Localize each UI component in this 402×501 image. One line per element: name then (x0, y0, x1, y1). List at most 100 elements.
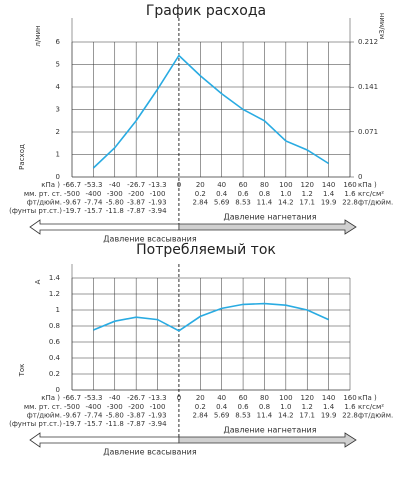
row-value: -1.93 (148, 412, 166, 420)
row-unit-right: фт/дюйм. (358, 199, 393, 207)
row-value: -300 (107, 403, 123, 411)
row-value: -7.87 (127, 420, 145, 428)
row-unit-right: кгс/см² (358, 403, 384, 411)
y-tick-label: 0.2 (49, 370, 60, 378)
x-tick-label: 100 (279, 394, 292, 402)
row-value: 17.1 (299, 412, 315, 420)
row-value: 0.4 (216, 190, 228, 198)
row-value: -200 (128, 190, 144, 198)
row-value: 2.84 (193, 412, 209, 420)
x-tick-label: -13.3 (148, 181, 166, 189)
y-tick-label: 0.8 (49, 322, 60, 330)
row-value: 0.8 (259, 190, 270, 198)
row-value: 22.8 (342, 199, 358, 207)
x-tick-label: -26.7 (127, 181, 145, 189)
row-value: 11.4 (257, 199, 273, 207)
x-unit-left: кПа ) (41, 394, 60, 402)
row-value: -100 (150, 190, 166, 198)
row-value: 14.2 (278, 412, 294, 420)
x-tick-label: 40 (217, 394, 226, 402)
row-value: -19.7 (63, 420, 81, 428)
y-axis-label: Расход (18, 144, 26, 170)
row-value: -9.67 (63, 199, 81, 207)
row-unit-right: кгс/см² (358, 190, 384, 198)
x-tick-label: 0 (177, 394, 181, 402)
row-value: 0.6 (238, 403, 250, 411)
row-value: 5.69 (214, 199, 230, 207)
row-value: 1.2 (302, 403, 313, 411)
row-value: 0.4 (216, 403, 228, 411)
row-value: -3.94 (148, 420, 167, 428)
x-tick-label: 20 (196, 181, 205, 189)
x-tick-label: 80 (260, 394, 269, 402)
x-tick-label: 120 (301, 394, 314, 402)
arrow-left-label: Давление всасывания (103, 448, 197, 457)
row-unit-left: фт/дюйм. (27, 199, 62, 207)
row-value: 1.6 (344, 403, 356, 411)
x-tick-label: -13.3 (148, 394, 166, 402)
row-value: 2.84 (193, 199, 209, 207)
row-unit-left: (фунты рт.ст.) (9, 207, 62, 215)
y-tick-label: 1 (56, 306, 60, 314)
row-value: 5.69 (214, 412, 230, 420)
y2-tick-label: 0.212 (358, 38, 378, 46)
data-line (93, 302, 329, 332)
y-tick-label: 5 (56, 61, 60, 69)
row-value: 17.1 (299, 199, 315, 207)
row-value: -300 (107, 190, 123, 198)
x-tick-label: 160 (343, 394, 356, 402)
arrow-right (178, 432, 357, 448)
row-unit-left: (фунты рт.ст.) (9, 420, 62, 428)
chart-title: График расхода (146, 3, 266, 19)
row-value: -5.80 (106, 199, 124, 207)
row-value: -3.87 (127, 199, 145, 207)
row-value: -7.74 (84, 199, 103, 207)
row-unit-left: мм. рт. ст. (24, 403, 62, 411)
y-tick-label: 6 (56, 38, 61, 46)
row-unit-left: мм. рт. ст. (24, 190, 62, 198)
y-tick-label: 4 (56, 83, 61, 91)
x-tick-label: 80 (260, 181, 269, 189)
row-value: -200 (128, 403, 144, 411)
row-value: -5.80 (106, 412, 124, 420)
arrow-left (29, 219, 180, 235)
row-value: 8.53 (235, 199, 251, 207)
row-value: -400 (85, 403, 101, 411)
row-value: -11.8 (106, 207, 124, 215)
x-tick-label: -66.7 (63, 394, 81, 402)
x-tick-label: 140 (322, 181, 335, 189)
x-unit-left: кПа ) (41, 181, 60, 189)
row-value: -500 (64, 190, 80, 198)
chart-title: Потребляемый ток (136, 242, 276, 258)
y2-tick-label: 0.071 (358, 128, 378, 136)
x-tick-label: 60 (239, 394, 248, 402)
row-value: 0.2 (195, 403, 206, 411)
row-value: 1.4 (323, 403, 335, 411)
x-tick-label: 160 (343, 181, 356, 189)
row-value: -15.7 (84, 420, 102, 428)
y2-tick-label: 0.141 (358, 83, 378, 91)
y2-tick-label: 0 (358, 173, 362, 181)
x-unit-right: кПа ) (358, 181, 377, 189)
y-tick-label: 0 (56, 173, 60, 181)
row-value: -9.67 (63, 412, 81, 420)
row-value: -15.7 (84, 207, 102, 215)
row-value: 14.2 (278, 199, 294, 207)
y-tick-label: 1.2 (49, 290, 60, 298)
arrow-right (178, 219, 357, 235)
arrow-left-label: Давление всасывания (103, 235, 197, 244)
row-value: -7.74 (84, 412, 103, 420)
y-tick-label: 0.4 (49, 354, 61, 362)
row-value: -3.87 (127, 412, 145, 420)
row-value: 0.2 (195, 190, 206, 198)
row-value: -7.87 (127, 207, 145, 215)
y-tick-label: 0 (56, 386, 60, 394)
x-tick-label: 40 (217, 181, 226, 189)
x-unit-right: кПа ) (358, 394, 377, 402)
row-value: 19.9 (321, 199, 337, 207)
row-value: -11.8 (106, 420, 124, 428)
row-value: 11.4 (257, 412, 273, 420)
row-value: 1.0 (280, 190, 291, 198)
y-tick-label: 2 (56, 128, 60, 136)
